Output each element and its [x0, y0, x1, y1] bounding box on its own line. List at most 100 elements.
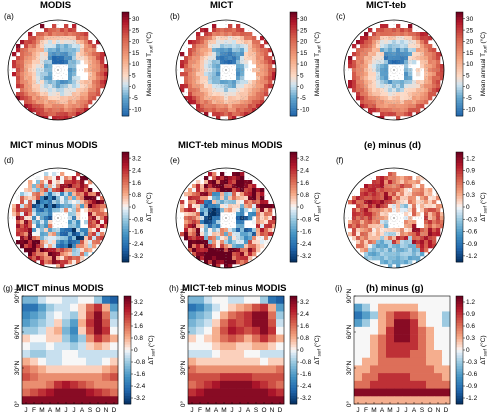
- colorbar-swatch: [124, 379, 131, 383]
- map-cell: [32, 236, 37, 241]
- map-cell: [364, 204, 369, 209]
- map-cell: [72, 188, 77, 193]
- map-cell: [196, 100, 201, 105]
- map-cell: [212, 228, 217, 233]
- map-cell: [228, 180, 233, 185]
- map-cell: [372, 96, 377, 101]
- latitude-circle: [209, 53, 243, 87]
- heatmap-cell: [276, 319, 285, 328]
- map-cell: [36, 44, 41, 49]
- heatmap-cell: [38, 303, 47, 312]
- heatmap-cell: [228, 319, 237, 328]
- colorbar-tick-label: 0: [300, 347, 304, 354]
- map-cell: [76, 212, 81, 217]
- colorbar-swatch: [290, 209, 297, 213]
- heatmap-cell: [386, 396, 395, 405]
- colorbar-swatch: [124, 382, 131, 386]
- map-cell: [408, 108, 413, 113]
- map-cell: [260, 200, 265, 205]
- colorbar-tick-label: 25: [300, 27, 308, 34]
- map-cell: [28, 52, 33, 57]
- map-cell: [400, 112, 405, 117]
- map-cell: [352, 76, 357, 81]
- map-cell: [240, 56, 245, 61]
- map-cell: [32, 188, 37, 193]
- map-cell: [248, 84, 253, 89]
- map-cell: [208, 104, 213, 109]
- heatmap-cell: [268, 380, 277, 389]
- colorbar-swatch: [456, 382, 463, 386]
- map-cell: [408, 80, 413, 85]
- map-cell: [244, 244, 249, 249]
- heatmap-cell: [110, 303, 119, 312]
- map-cell: [236, 44, 241, 49]
- map-cell: [72, 76, 77, 81]
- map-cell: [352, 232, 357, 237]
- map-cell: [244, 252, 249, 257]
- colorbar-tick-label: 30: [466, 16, 474, 23]
- heatmap-cell: [78, 396, 87, 405]
- map-cell: [48, 44, 53, 49]
- map-cell: [28, 184, 33, 189]
- map-cell: [100, 216, 105, 221]
- colorbar-swatch: [456, 298, 463, 302]
- heatmap-cell: [260, 296, 269, 305]
- colorbar-swatch: [456, 157, 463, 161]
- panel-f: (f) (e) minus (d) 1.2 0.9 0.6 0.3 0 -0.3 -0.6-…: [332, 140, 500, 280]
- map-cell: [388, 256, 393, 261]
- heatmap-cell: [70, 319, 79, 328]
- colorbar-swatch: [456, 256, 463, 260]
- map-cell: [380, 244, 385, 249]
- map-cell: [220, 200, 225, 205]
- map-cell: [352, 236, 357, 241]
- map-cell: [16, 80, 21, 85]
- map-cell: [376, 220, 381, 225]
- heatmap-cell: [102, 311, 111, 320]
- map-cell: [60, 184, 65, 189]
- map-cell: [220, 92, 225, 97]
- map-cell: [80, 104, 85, 109]
- map-cell: [32, 84, 37, 89]
- map-cell: [404, 56, 409, 61]
- map-cell: [436, 216, 441, 221]
- map-cell: [432, 236, 437, 241]
- map-cell: [248, 44, 253, 49]
- map-cell: [376, 240, 381, 245]
- colorbar-tick-label: 20: [466, 39, 474, 46]
- map-cell: [16, 84, 21, 89]
- map-cell: [264, 208, 269, 213]
- x-tick-label: M: [39, 407, 44, 414]
- map-cell: [208, 244, 213, 249]
- map-cell: [372, 244, 377, 249]
- heatmap-cell: [362, 357, 371, 366]
- map-cell: [380, 216, 385, 221]
- map-cell: [248, 48, 253, 53]
- heatmap-cell: [102, 350, 111, 359]
- map-cell: [240, 208, 245, 213]
- map-cell: [244, 56, 249, 61]
- map-cell: [52, 172, 57, 177]
- colorbar-tick-label: -3.2: [300, 253, 312, 260]
- map-cell: [376, 196, 381, 201]
- colorbar-swatch: [122, 171, 129, 175]
- map-cell: [404, 244, 409, 249]
- map-cell: [64, 180, 69, 185]
- colorbar-swatch: [456, 168, 463, 172]
- heatmap-cell: [362, 388, 371, 397]
- map-cell: [24, 192, 29, 197]
- map-cell: [52, 204, 57, 209]
- colorbar-swatch: [290, 92, 297, 96]
- colorbar-tick-label: 5: [132, 73, 136, 80]
- colorbar-label: ΔTsurf (°C): [479, 192, 488, 221]
- map-cell: [84, 192, 89, 197]
- heatmap-cell: [188, 350, 197, 359]
- map-cell: [380, 252, 385, 257]
- map-cell: [356, 204, 361, 209]
- map-cell: [404, 196, 409, 201]
- heatmap-cell: [276, 357, 285, 366]
- heatmap-cell: [260, 373, 269, 382]
- map-cell: [64, 80, 69, 85]
- map-cell: [260, 236, 265, 241]
- map-cell: [216, 84, 221, 89]
